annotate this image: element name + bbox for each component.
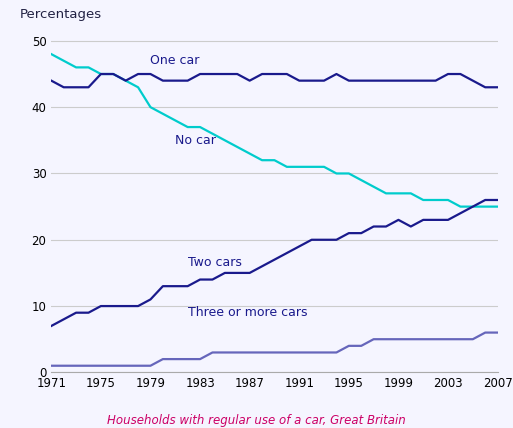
Text: Three or more cars: Three or more cars bbox=[188, 306, 307, 319]
Text: Households with regular use of a car, Great Britain: Households with regular use of a car, Gr… bbox=[107, 414, 406, 427]
Text: Percentages: Percentages bbox=[20, 8, 102, 21]
Text: Two cars: Two cars bbox=[188, 256, 242, 269]
Text: One car: One car bbox=[150, 54, 200, 67]
Text: No car: No car bbox=[175, 134, 216, 147]
